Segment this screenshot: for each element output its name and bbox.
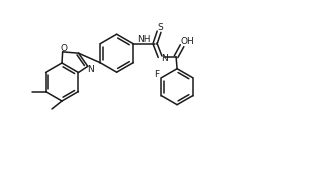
Text: N: N <box>88 65 94 74</box>
Text: NH: NH <box>137 35 151 44</box>
Text: OH: OH <box>180 37 194 46</box>
Text: O: O <box>60 44 67 53</box>
Text: F: F <box>154 70 159 79</box>
Text: S: S <box>157 23 163 32</box>
Text: N: N <box>161 54 167 63</box>
